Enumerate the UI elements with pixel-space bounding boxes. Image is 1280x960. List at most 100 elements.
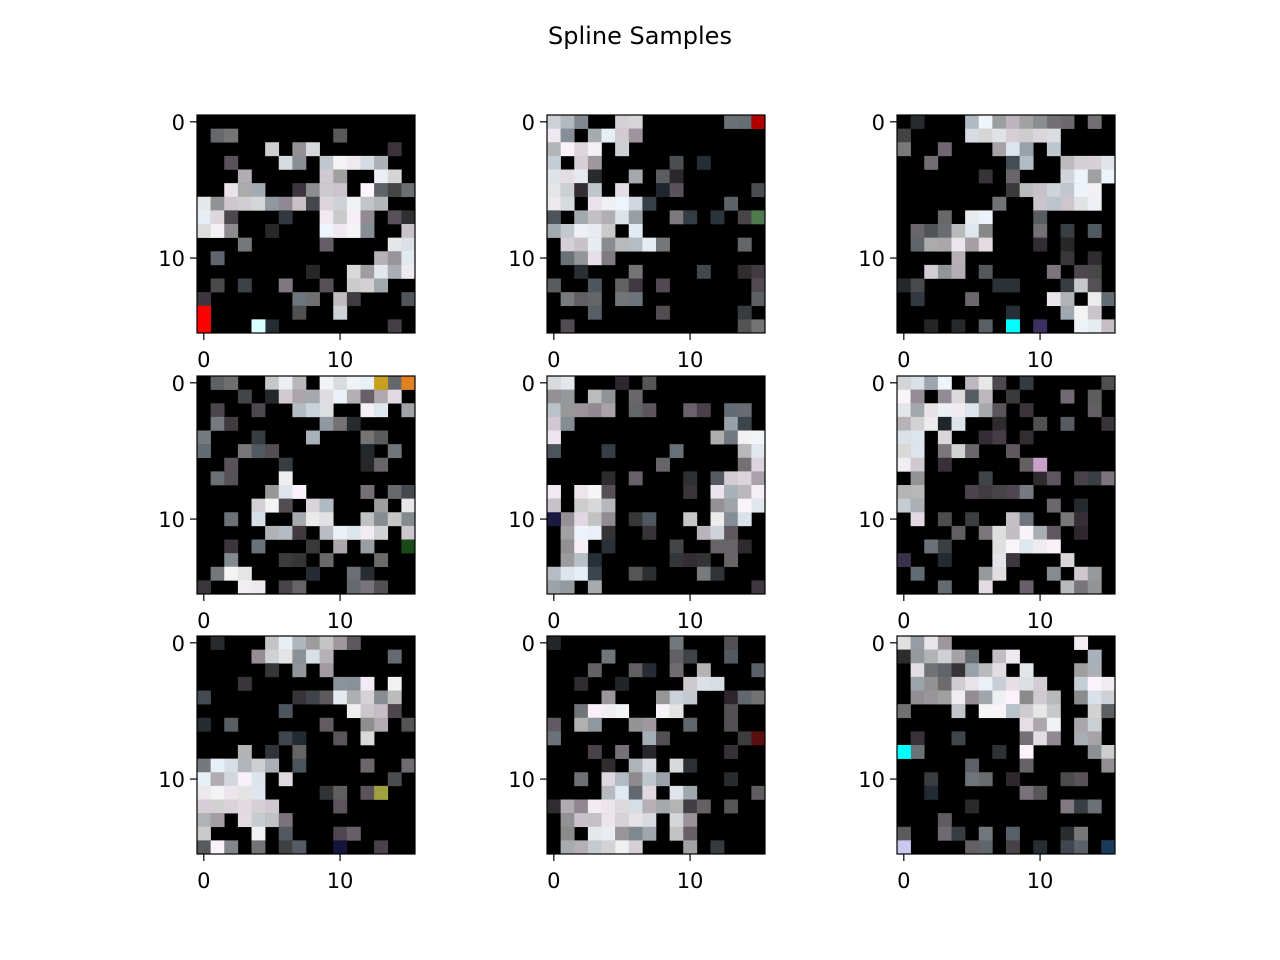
pixel — [319, 376, 334, 390]
pixel — [1019, 128, 1034, 143]
pixel — [333, 376, 348, 390]
axes-frame — [896, 635, 1116, 855]
pixel — [292, 731, 307, 746]
pixel — [992, 376, 1007, 390]
pixel — [587, 525, 602, 540]
pixel — [710, 525, 725, 540]
pixel — [547, 224, 561, 238]
pixel — [374, 498, 389, 513]
pixel — [1074, 525, 1089, 540]
pixel — [360, 183, 375, 198]
pixel — [574, 566, 589, 581]
pixel — [992, 142, 1007, 157]
pixel — [547, 278, 561, 293]
pixel — [1019, 676, 1034, 691]
pixel — [737, 471, 752, 486]
y-tick-label: 0 — [172, 111, 185, 135]
pixel — [910, 237, 925, 252]
pixel — [560, 826, 575, 841]
pixel — [360, 224, 375, 238]
pixel — [387, 169, 402, 184]
pixel — [292, 389, 307, 404]
pixel — [587, 403, 602, 418]
pixel — [278, 525, 293, 540]
pixel — [1033, 224, 1048, 238]
pixel — [587, 210, 602, 225]
pixel — [1101, 471, 1116, 486]
pixel — [587, 498, 602, 513]
pixel — [306, 649, 320, 664]
pixel — [1046, 115, 1061, 129]
pixel — [1101, 758, 1116, 773]
pixel — [1060, 389, 1075, 404]
pixel — [656, 772, 670, 787]
accent-pixel — [197, 305, 211, 320]
pixel — [710, 498, 725, 513]
pixel — [1060, 799, 1075, 814]
pixel — [1074, 799, 1089, 814]
pixel — [978, 264, 993, 279]
pixel — [360, 580, 375, 595]
pixel — [978, 210, 993, 225]
pixel — [1019, 430, 1034, 445]
pixel — [1087, 403, 1102, 418]
pixel — [683, 649, 698, 664]
pixel — [1060, 278, 1075, 293]
pixel — [1087, 471, 1102, 486]
pixel — [601, 799, 616, 814]
pixel — [910, 745, 925, 759]
pixel — [1087, 292, 1102, 307]
pixel — [669, 704, 684, 719]
pixel — [737, 416, 752, 431]
pixel — [197, 224, 211, 238]
pixel — [1060, 183, 1075, 198]
pixel — [669, 155, 684, 170]
pixel — [374, 690, 389, 705]
pixel — [992, 566, 1007, 581]
pixel — [333, 183, 348, 198]
pixel — [278, 840, 293, 855]
pixel — [319, 237, 334, 252]
pixel — [1006, 704, 1020, 719]
pixel — [360, 690, 375, 705]
pixel — [628, 264, 643, 279]
pixel — [333, 155, 348, 170]
image-panel-9: 0 10 0 10 — [858, 632, 1116, 893]
pixel — [346, 690, 361, 705]
pixel — [574, 717, 589, 732]
pixel — [224, 717, 239, 732]
pixel — [251, 539, 266, 554]
image-panel-4: 0 10 0 10 — [158, 372, 416, 633]
pixel — [547, 142, 561, 157]
pixel — [965, 690, 980, 705]
pixel — [1074, 155, 1089, 170]
pixel — [560, 539, 575, 554]
pixel — [724, 471, 739, 486]
pixel — [642, 785, 657, 800]
pixel — [401, 525, 416, 540]
pixel — [574, 676, 589, 691]
pixel — [965, 403, 980, 418]
pixel — [547, 731, 561, 746]
pixel — [1033, 539, 1048, 554]
pixel — [265, 389, 280, 404]
pixel — [306, 512, 320, 527]
pixel — [574, 237, 589, 252]
pixel — [951, 444, 966, 459]
pixel — [615, 128, 630, 143]
pixel — [615, 278, 630, 293]
y-tick-label: 0 — [872, 111, 885, 135]
pixel — [333, 690, 348, 705]
pixel — [978, 128, 993, 143]
pixel — [560, 183, 575, 198]
pixel — [319, 649, 334, 664]
pixel — [628, 278, 643, 293]
pixel — [642, 813, 657, 828]
pixel — [587, 305, 602, 320]
pixel — [374, 525, 389, 540]
pixel — [1019, 690, 1034, 705]
pixel — [992, 649, 1007, 664]
pixel — [387, 142, 402, 157]
pixel — [601, 251, 616, 266]
